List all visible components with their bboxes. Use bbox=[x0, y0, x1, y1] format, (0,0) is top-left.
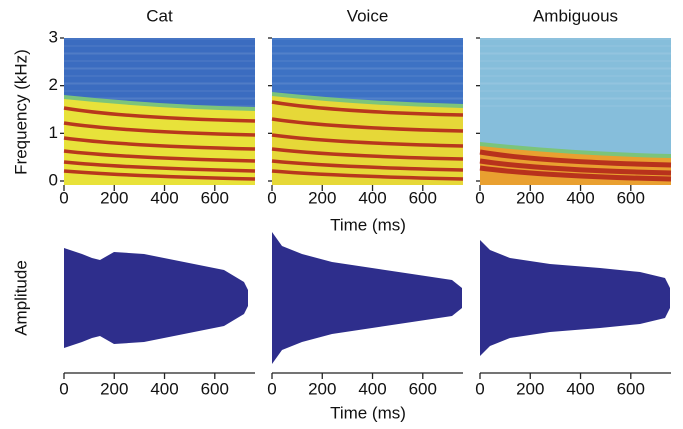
y-tick-label: 2 bbox=[49, 75, 58, 94]
x-tick-label: 0 bbox=[59, 188, 68, 207]
x-axis-label: Time (ms) bbox=[330, 403, 406, 422]
panel-title: Ambiguous bbox=[533, 6, 618, 25]
x-tick-label: 200 bbox=[516, 188, 544, 207]
spectrogram-texture bbox=[480, 98, 671, 100]
harmonic bbox=[63, 160, 256, 173]
x-tick-label: 0 bbox=[475, 379, 484, 398]
spectrogram-texture bbox=[64, 98, 255, 100]
spectrogram-texture bbox=[480, 75, 671, 77]
x-tick-label: 400 bbox=[358, 188, 386, 207]
spectrogram-texture bbox=[480, 53, 671, 55]
x-tick-label: 400 bbox=[358, 379, 386, 398]
waveform bbox=[480, 240, 670, 356]
spectrogram-texture bbox=[64, 75, 255, 77]
spectrogram-low-band bbox=[272, 96, 463, 185]
x-axis-label: Time (ms) bbox=[330, 215, 406, 234]
spectrogram-texture bbox=[64, 53, 255, 55]
spectrogram-texture bbox=[272, 97, 463, 99]
y-tick-label: 0 bbox=[49, 170, 58, 189]
spectrogram-texture bbox=[64, 60, 255, 62]
x-tick-label: 200 bbox=[100, 188, 128, 207]
spectrogram-texture bbox=[64, 97, 255, 99]
spectrogram-texture bbox=[64, 38, 255, 40]
x-tick-label: 400 bbox=[566, 188, 594, 207]
x-tick-label: 200 bbox=[100, 379, 128, 398]
harmonic bbox=[479, 158, 672, 176]
spectrogram-texture bbox=[272, 90, 463, 92]
y-tick-label: 1 bbox=[49, 123, 58, 142]
spectrogram-texture bbox=[480, 67, 671, 69]
spectrogram-texture bbox=[480, 83, 671, 85]
harmonic bbox=[479, 149, 672, 168]
spectrogram-texture bbox=[480, 45, 671, 47]
x-tick-label: 200 bbox=[516, 379, 544, 398]
spectrogram-texture bbox=[272, 98, 463, 100]
waveform bbox=[272, 232, 462, 364]
x-tick-label: 0 bbox=[267, 379, 276, 398]
x-tick-label: 0 bbox=[267, 188, 276, 207]
spectrogram-texture bbox=[64, 82, 255, 84]
harmonic bbox=[271, 159, 464, 172]
harmonic bbox=[479, 165, 672, 182]
spectrogram-texture bbox=[272, 75, 463, 77]
spectrogram-texture bbox=[272, 52, 463, 54]
x-tick-label: 600 bbox=[201, 188, 229, 207]
harmonic bbox=[271, 117, 464, 133]
x-tick-label: 600 bbox=[617, 188, 645, 207]
spectrogram-texture bbox=[64, 52, 255, 54]
spectrogram-texture bbox=[272, 60, 463, 62]
harmonic bbox=[271, 169, 464, 181]
spectrogram-texture bbox=[272, 45, 463, 47]
spectrogram-texture bbox=[64, 83, 255, 85]
spectrogram-texture bbox=[272, 82, 463, 84]
spectrogram-texture bbox=[272, 83, 463, 85]
spectrogram-texture bbox=[480, 105, 671, 107]
panel-title: Cat bbox=[146, 6, 173, 25]
x-tick-label: 400 bbox=[566, 379, 594, 398]
x-tick-label: 400 bbox=[150, 188, 178, 207]
harmonic bbox=[63, 136, 256, 151]
x-tick-label: 600 bbox=[409, 188, 437, 207]
waveform bbox=[64, 248, 248, 348]
y-axis-label: Frequency (kHz) bbox=[11, 49, 30, 175]
spectrogram-texture bbox=[480, 82, 671, 84]
spectrogram-texture bbox=[480, 68, 671, 70]
x-tick-label: 600 bbox=[617, 379, 645, 398]
spectrogram-texture bbox=[64, 90, 255, 92]
x-tick-label: 0 bbox=[475, 188, 484, 207]
spectrogram-texture bbox=[272, 53, 463, 55]
y-axis-label: Amplitude bbox=[11, 260, 30, 336]
spectrogram-texture bbox=[272, 38, 463, 40]
x-tick-label: 400 bbox=[150, 379, 178, 398]
y-tick-label: 3 bbox=[49, 27, 58, 46]
spectrogram-texture bbox=[480, 60, 671, 62]
spectrogram-texture bbox=[272, 68, 463, 70]
panel-title: Voice bbox=[347, 6, 389, 25]
spectrogram-texture bbox=[480, 52, 671, 54]
harmonic bbox=[271, 133, 464, 148]
spectrogram-texture bbox=[272, 67, 463, 69]
harmonic bbox=[271, 100, 464, 117]
x-tick-label: 200 bbox=[308, 379, 336, 398]
x-tick-label: 0 bbox=[59, 379, 68, 398]
harmonic bbox=[63, 169, 256, 181]
spectrogram-texture bbox=[480, 90, 671, 92]
spectrogram-texture bbox=[480, 97, 671, 99]
x-tick-label: 600 bbox=[409, 379, 437, 398]
harmonic bbox=[63, 149, 256, 163]
spectrogram-texture bbox=[64, 68, 255, 70]
spectrogram-texture bbox=[480, 38, 671, 40]
harmonic bbox=[63, 121, 256, 137]
harmonic bbox=[63, 106, 256, 123]
x-tick-label: 200 bbox=[308, 188, 336, 207]
spectrogram-texture bbox=[64, 67, 255, 69]
harmonic bbox=[271, 147, 464, 161]
spectrogram-texture bbox=[64, 45, 255, 47]
x-tick-label: 600 bbox=[201, 379, 229, 398]
